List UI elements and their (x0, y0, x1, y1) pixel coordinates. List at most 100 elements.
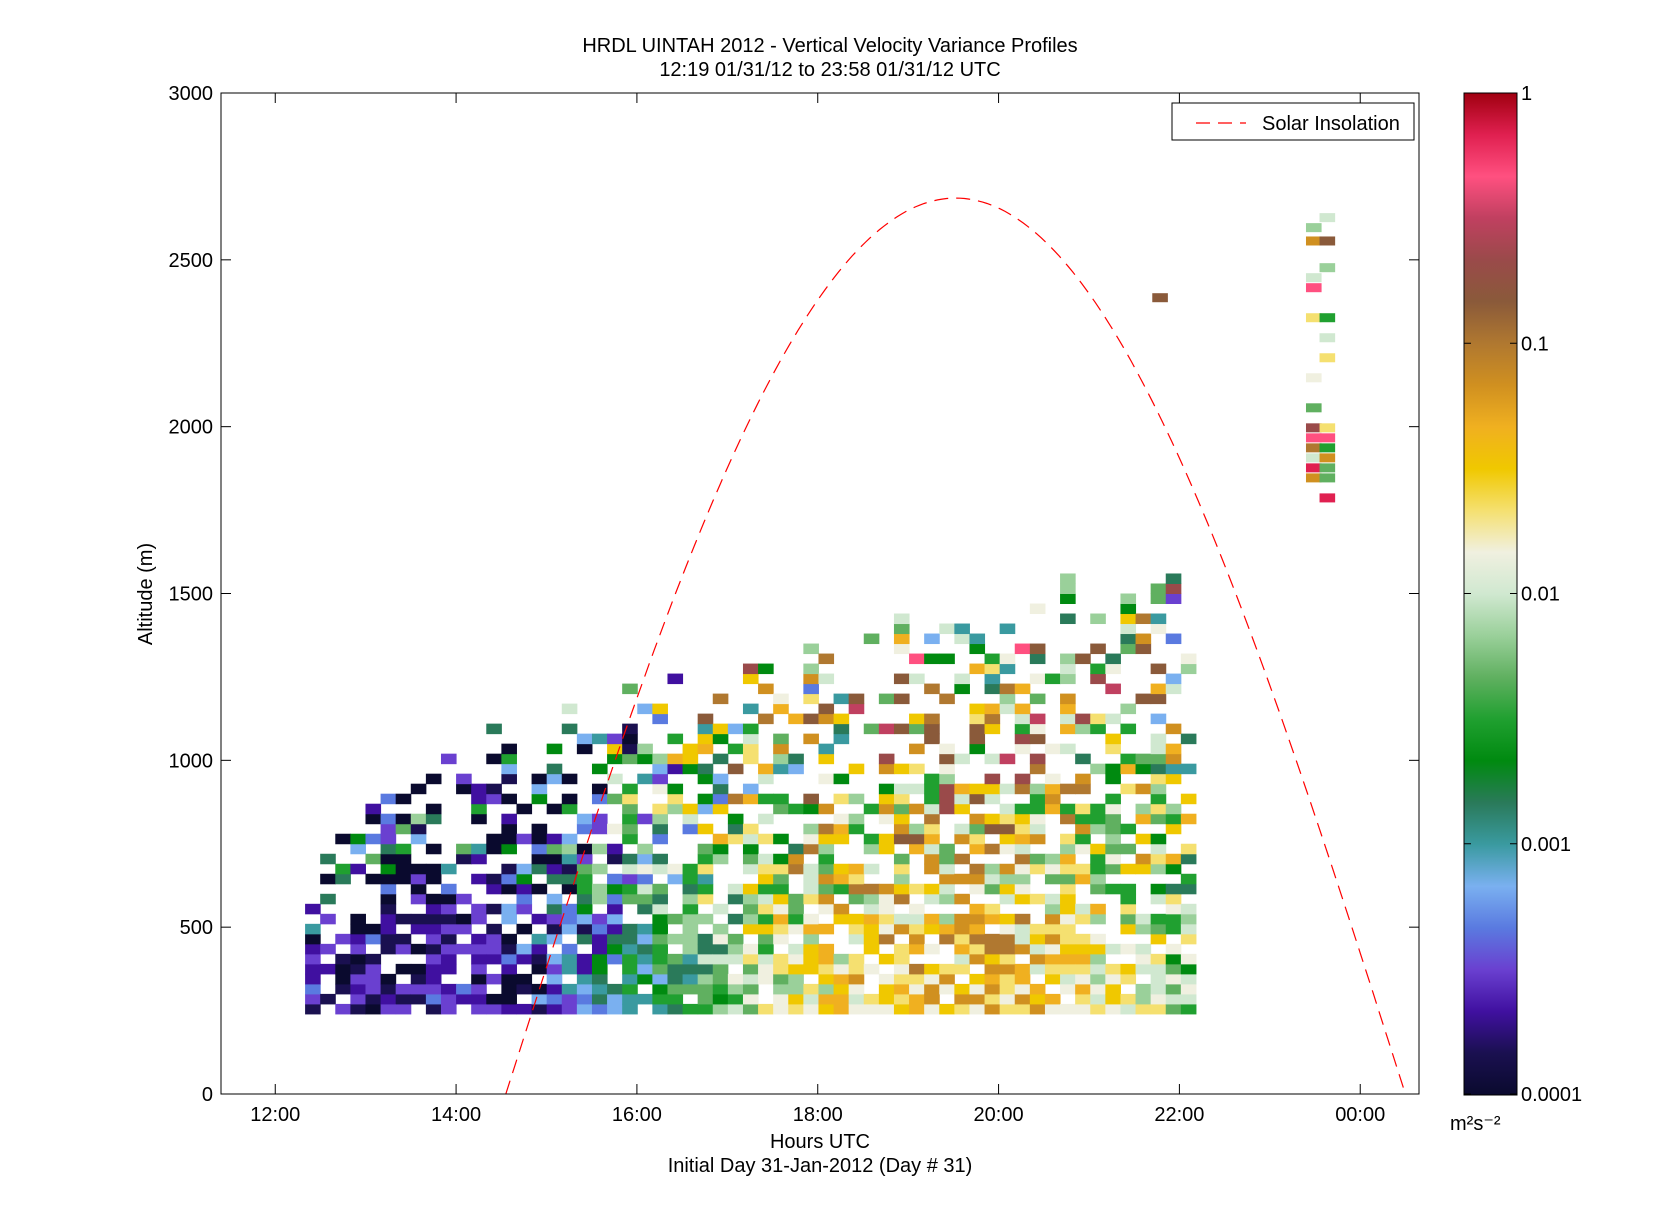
variance-cell (878, 903, 895, 915)
variance-cell (1090, 953, 1106, 965)
variance-cell (878, 783, 895, 795)
variance-cell (697, 743, 714, 755)
variance-cell (742, 953, 759, 965)
variance-cell (1075, 863, 1091, 875)
variance-cell (1105, 733, 1121, 745)
variance-cell (395, 963, 412, 975)
variance-cell (1090, 813, 1106, 825)
variance-cell (1150, 853, 1167, 865)
variance-cell (486, 833, 502, 845)
variance-cell (969, 983, 986, 995)
variance-cell (1105, 663, 1121, 675)
variance-cell (803, 863, 819, 875)
variance-cell (1044, 793, 1061, 805)
variance-cell (1029, 933, 1046, 945)
variance-cell (516, 943, 533, 955)
variance-cell (365, 873, 382, 885)
variance-cell (999, 783, 1016, 795)
legend-box (1171, 102, 1415, 141)
variance-cell (969, 933, 986, 945)
variance-cell (758, 683, 774, 695)
variance-cell (803, 803, 819, 815)
variance-cell (637, 773, 653, 785)
variance-cell (365, 833, 382, 845)
variance-cell (1165, 573, 1182, 584)
variance-cell (667, 733, 684, 745)
variance-cell (1105, 853, 1121, 865)
variance-cell (742, 1003, 759, 1015)
variance-cell (939, 623, 955, 635)
variance-cell (1060, 813, 1076, 825)
variance-cell (848, 703, 865, 715)
variance-cell (607, 893, 623, 905)
variance-cell (984, 773, 1001, 785)
variance-cell (999, 623, 1016, 635)
variance-cell (365, 853, 382, 865)
x-tick-label: 00:00 (1335, 1104, 1385, 1126)
variance-cell (712, 933, 729, 945)
variance-cell (788, 923, 804, 935)
variance-cell (742, 723, 759, 735)
variance-cell (1120, 753, 1137, 765)
variance-cell (576, 823, 593, 835)
variance-cell (893, 803, 910, 815)
variance-cell (652, 883, 668, 895)
variance-cell (546, 773, 563, 785)
variance-cell (909, 673, 925, 685)
variance-cell (1075, 723, 1091, 735)
variance-cell (1305, 283, 1322, 293)
variance-cell (818, 973, 835, 985)
variance-cell (1060, 863, 1076, 875)
variance-cell (1060, 983, 1076, 995)
variance-cell (954, 753, 970, 765)
variance-cell (380, 853, 397, 865)
variance-cell (1165, 1003, 1182, 1015)
variance-cell (1319, 433, 1336, 443)
variance-cell (909, 803, 925, 815)
variance-cell (1180, 843, 1197, 855)
variance-cell (697, 953, 714, 965)
variance-cell (1305, 473, 1322, 483)
variance-cell (1319, 443, 1336, 453)
variance-cell (999, 693, 1016, 705)
variance-cell (803, 843, 819, 855)
variance-cell (471, 943, 487, 955)
variance-cell (848, 963, 865, 975)
variance-cell (365, 953, 382, 965)
variance-cell (1060, 743, 1076, 755)
variance-cell (667, 873, 684, 885)
variance-cell (471, 783, 487, 795)
variance-cell (1060, 713, 1076, 725)
variance-cell (682, 953, 699, 965)
variance-cell (1014, 863, 1031, 875)
x-tick-label: 14:00 (431, 1104, 481, 1126)
variance-cell (1029, 863, 1046, 875)
variance-cell (697, 853, 714, 865)
variance-cell (1150, 613, 1167, 625)
variance-cell (984, 783, 1001, 795)
variance-cell (652, 763, 668, 775)
variance-cell (893, 883, 910, 895)
variance-cell (1090, 763, 1106, 775)
variance-cell (531, 853, 548, 865)
variance-cell (742, 913, 759, 925)
variance-cell (909, 923, 925, 935)
variance-cell (803, 673, 819, 685)
variance-cell (999, 803, 1016, 815)
variance-cell (758, 933, 774, 945)
variance-cell (591, 843, 608, 855)
variance-cell (425, 943, 442, 955)
variance-cell (576, 933, 593, 945)
variance-cell (425, 843, 442, 855)
variance-cell (1029, 783, 1046, 795)
variance-cell (1060, 873, 1076, 885)
variance-cell (727, 993, 744, 1005)
variance-cell (380, 903, 397, 915)
variance-cell (1305, 223, 1322, 233)
colorbar-tick-label: 0.01 (1521, 584, 1560, 606)
chart-title: HRDL UINTAH 2012 - Vertical Velocity Var… (582, 35, 1077, 57)
y-tick-label: 500 (180, 917, 213, 939)
variance-cell (622, 1003, 638, 1015)
variance-cell (818, 993, 835, 1005)
variance-cell (1165, 993, 1182, 1005)
